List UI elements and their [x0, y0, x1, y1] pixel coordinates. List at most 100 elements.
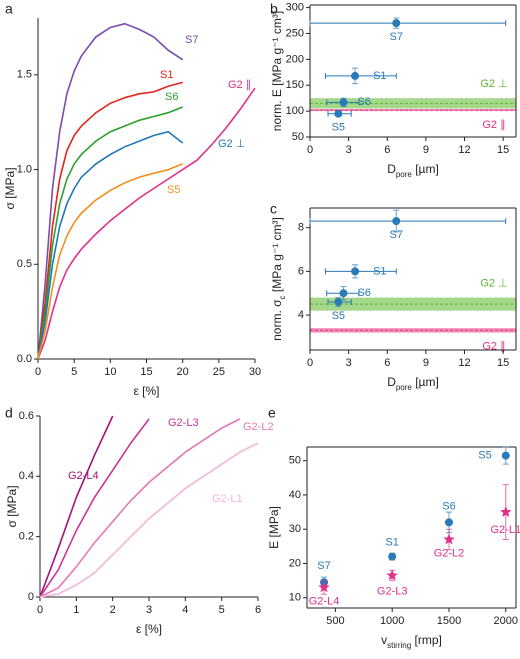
x-axis-label: Dpore [µm] [387, 162, 439, 178]
x-tick-label: 3 [146, 604, 152, 616]
x-tick-label: 1500 [437, 615, 461, 627]
y-tick-label: 50 [292, 131, 304, 143]
series-line [37, 22, 184, 360]
point [386, 569, 398, 581]
label-part: stirring [387, 641, 411, 650]
x-error-bar [324, 72, 397, 79]
x-tick-label: 2000 [494, 615, 518, 627]
point-label: S1 [373, 70, 386, 82]
y-axis-label: norm. E [MPa g⁻¹ cm³] [270, 11, 284, 131]
series-line [39, 418, 150, 598]
series-label: G2-L4 [68, 470, 99, 482]
y-tick-label: 0.5 [17, 258, 32, 270]
series-line [37, 81, 183, 360]
x-tick-label: 9 [423, 357, 429, 369]
y-tick-label: 20 [289, 557, 301, 569]
x-tick-label: 3 [346, 357, 352, 369]
x-error-bar [309, 218, 507, 225]
x-tick-label: 15 [497, 144, 509, 156]
y-tick-label: 300 [286, 1, 304, 13]
label-part: norm. σ [270, 299, 284, 341]
x-tick-label: 6 [255, 604, 261, 616]
series-line [37, 87, 256, 360]
label-part: v [381, 633, 387, 647]
x-axis-label: ε [%] [136, 622, 162, 636]
y-tick-label: 30 [289, 523, 301, 535]
panel-label: b [270, 1, 278, 17]
series-label: G2-L3 [168, 417, 199, 429]
point-label: S6 [442, 500, 455, 512]
x-tick-label: 5 [71, 366, 77, 378]
point [351, 71, 360, 80]
label-part: D [387, 162, 396, 176]
point-label: G2-L1 [490, 524, 520, 536]
y-axis-label: norm. σc [MPa g⁻¹ cm³] [270, 217, 286, 341]
point-label: S1 [385, 537, 398, 549]
series-line [37, 130, 184, 360]
series-line [37, 106, 183, 360]
band-label: G2 ∥ [482, 340, 505, 352]
y-tick-label: 200 [286, 53, 304, 65]
y-tick-label: 1.0 [17, 163, 32, 175]
y-axis-label: σ [MPa] [5, 485, 19, 527]
y-tick-label: 0.0 [17, 353, 32, 365]
y-tick-label: 100 [286, 105, 304, 117]
point [339, 289, 348, 298]
panel-label: e [268, 405, 276, 421]
point-label: S6 [357, 96, 370, 108]
y-axis-label: σ [MPa] [3, 167, 17, 209]
panel-label: a [5, 1, 13, 17]
band-label: G2 ⊥ [480, 78, 507, 90]
series-label: G2 ⊥ [218, 138, 245, 150]
band-label: G2 ⊥ [480, 277, 507, 289]
label-part: pore [396, 383, 413, 392]
point [501, 451, 510, 460]
x-tick-label: 10 [104, 366, 116, 378]
point [392, 217, 401, 226]
x-error-bar [309, 20, 507, 27]
label-part: c [278, 295, 287, 299]
y-tick-label: 1.5 [17, 69, 32, 81]
x-tick-label: 3 [346, 144, 352, 156]
x-tick-label: 4 [182, 604, 188, 616]
series-label: G2 ∥ [228, 79, 251, 91]
point [334, 297, 343, 306]
point [388, 552, 397, 561]
y-tick-label: 40 [289, 489, 301, 501]
label-part: [µm] [412, 162, 439, 176]
y-axis-label: E [MPa] [267, 506, 281, 549]
label-part: pore [396, 170, 413, 179]
x-tick-label: 500 [326, 615, 344, 627]
x-tick-label: 1 [73, 604, 79, 616]
point [392, 19, 401, 28]
x-tick-label: 15 [140, 366, 152, 378]
point-label: S5 [332, 310, 345, 322]
x-tick-label: 2 [110, 604, 116, 616]
series-label: S5 [167, 184, 180, 196]
point-label: S5 [332, 122, 345, 134]
y-tick-label: 150 [286, 79, 304, 91]
x-tick-label: 12 [458, 144, 470, 156]
y-tick-label: 0.4 [19, 470, 34, 482]
x-axis-label: ε [%] [133, 384, 159, 398]
x-tick-label: 9 [423, 144, 429, 156]
label-part: [rmp] [411, 633, 442, 647]
point-label: S1 [373, 265, 386, 277]
point-label: S7 [317, 560, 330, 572]
point [334, 109, 343, 118]
x-tick-label: 0 [35, 366, 41, 378]
x-tick-label: 0 [307, 357, 313, 369]
series-line [39, 418, 241, 598]
x-tick-label: 5 [219, 604, 225, 616]
point-label: S6 [357, 287, 370, 299]
x-tick-label: 20 [177, 366, 189, 378]
series-line [39, 442, 259, 598]
point [500, 506, 512, 517]
y-tick-label: 8 [298, 222, 304, 234]
series-label: G2-L1 [212, 493, 243, 505]
y-tick-label: 10 [289, 592, 301, 604]
x-tick-label: 12 [458, 357, 470, 369]
label-part: [µm] [412, 375, 439, 389]
x-axis-label: Dpore [µm] [387, 375, 439, 391]
